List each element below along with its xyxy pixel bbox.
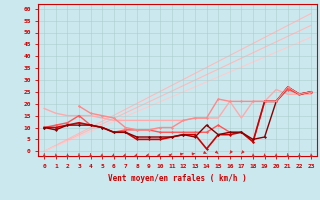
- X-axis label: Vent moyen/en rafales ( km/h ): Vent moyen/en rafales ( km/h ): [108, 174, 247, 183]
